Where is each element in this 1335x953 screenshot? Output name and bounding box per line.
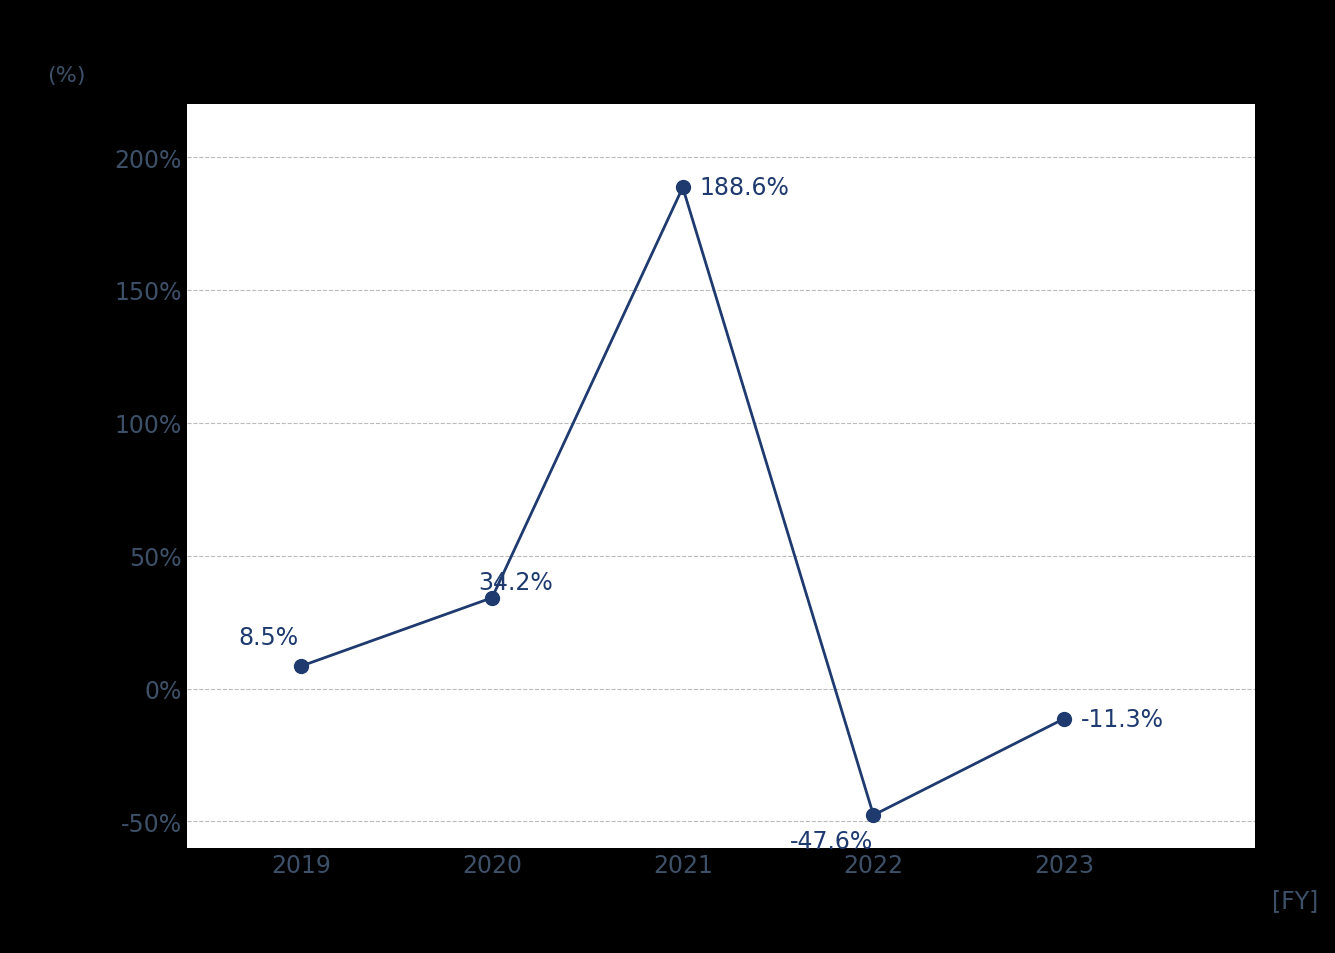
Text: 188.6%: 188.6% xyxy=(700,176,789,200)
Text: -47.6%: -47.6% xyxy=(790,829,873,853)
Text: 8.5%: 8.5% xyxy=(239,626,299,650)
Text: [FY]: [FY] xyxy=(1272,888,1318,913)
Text: (%): (%) xyxy=(48,67,85,86)
Text: -11.3%: -11.3% xyxy=(1081,707,1164,731)
Text: 34.2%: 34.2% xyxy=(478,570,553,595)
